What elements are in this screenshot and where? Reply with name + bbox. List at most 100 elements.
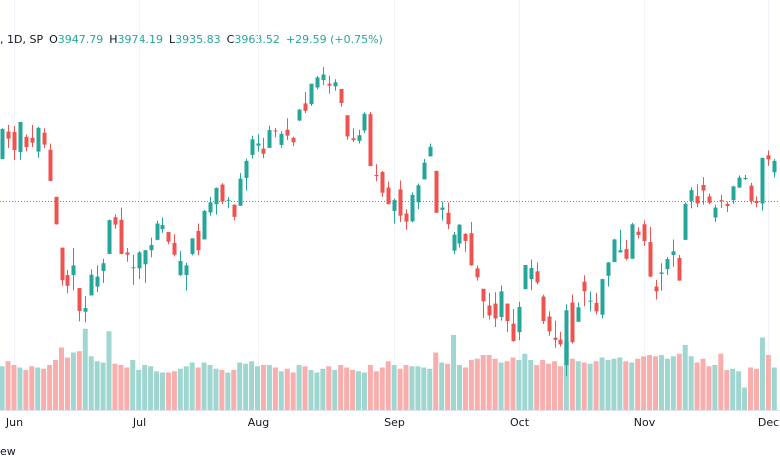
candle-body: [36, 127, 41, 152]
candle-body: [469, 233, 474, 266]
candle-body: [107, 220, 112, 254]
volume-bar: [64, 357, 70, 410]
candle-body: [386, 187, 391, 205]
candle-body: [594, 302, 599, 312]
candle-body: [671, 251, 676, 256]
candle-body: [517, 306, 522, 333]
volume-bar: [0, 366, 5, 410]
candle-body: [416, 185, 421, 203]
candle-body: [665, 259, 670, 270]
volume-bar: [765, 355, 771, 410]
volume-bar: [736, 371, 742, 410]
candle-body: [77, 288, 82, 312]
candle-body: [654, 286, 659, 292]
candle-body: [737, 177, 742, 188]
candle-body: [273, 130, 278, 132]
volume-bar: [165, 372, 171, 410]
volume-bar: [569, 358, 575, 410]
volume-bars: [0, 328, 777, 410]
candle-body: [333, 82, 338, 87]
candle-body: [214, 187, 219, 205]
candle-body: [6, 131, 11, 139]
volume-bar: [225, 372, 231, 410]
candle-body: [606, 262, 611, 276]
volume-bar: [635, 358, 641, 410]
candle-body: [83, 308, 88, 312]
volume-bar: [534, 365, 540, 410]
volume-bar: [201, 362, 207, 410]
volume-bar: [664, 358, 670, 410]
volume-bar: [213, 368, 219, 410]
volume-bar: [278, 371, 284, 410]
candle-body: [143, 250, 148, 265]
candle-body: [315, 77, 320, 88]
volume-bar: [611, 358, 617, 410]
candle-body: [636, 231, 641, 236]
legend-text: C: [227, 33, 235, 46]
candle-body: [95, 276, 100, 287]
legend-text: 3935.83: [175, 33, 221, 46]
volume-bar: [290, 372, 296, 410]
volume-bar: [742, 387, 748, 410]
legend-text: H: [109, 33, 117, 46]
candle-body: [766, 155, 771, 160]
x-tick-label: Jul: [132, 416, 146, 429]
candle-body: [42, 132, 47, 145]
candle-body: [535, 271, 540, 283]
volume-bar: [41, 368, 47, 410]
volume-bar: [177, 368, 183, 410]
volume-bar: [154, 371, 160, 410]
volume-bar: [314, 372, 320, 410]
volume-bar: [17, 367, 23, 410]
volume-bar: [243, 363, 249, 410]
candle-body: [60, 247, 65, 281]
volume-bar: [106, 331, 112, 410]
candle-body: [731, 186, 736, 201]
volume-bar: [409, 366, 415, 410]
candle-body: [65, 275, 70, 286]
volume-bar: [59, 347, 64, 410]
candle-body: [683, 203, 688, 240]
candle-body: [261, 148, 266, 154]
volume-bar: [759, 337, 765, 410]
candle-body: [446, 212, 451, 225]
volume-bar: [53, 360, 59, 410]
candle-body: [149, 245, 154, 251]
volume-bar: [302, 366, 308, 410]
volume-bar: [219, 370, 225, 410]
volume-bar: [498, 362, 504, 410]
volume-bar: [486, 355, 492, 410]
candle-body: [553, 337, 558, 340]
candle-body: [452, 234, 457, 251]
volume-bar: [195, 367, 201, 410]
candle-body: [404, 213, 409, 222]
volume-bar: [623, 361, 629, 410]
candle-body: [208, 202, 213, 213]
volume-bar: [148, 366, 154, 410]
volume-bar: [171, 371, 177, 410]
volume-bar: [451, 335, 457, 410]
candle-body: [220, 184, 225, 202]
legend-text: O: [49, 33, 58, 46]
candle-body: [196, 230, 201, 251]
volume-bar: [356, 371, 361, 410]
candle-body: [582, 281, 587, 292]
candle-body: [339, 88, 344, 104]
footer-text: ew: [0, 445, 16, 458]
volume-bar: [332, 370, 338, 410]
volume-bar: [427, 368, 433, 410]
volume-bar: [718, 353, 724, 410]
candle-body: [392, 200, 397, 211]
candle-body: [529, 268, 534, 280]
volume-bar: [308, 370, 314, 410]
candle-body: [279, 133, 284, 145]
volume-bar: [88, 356, 94, 410]
candle-body: [48, 149, 53, 181]
candle-body: [624, 249, 629, 259]
volume-bar: [516, 360, 522, 410]
candle-body: [505, 303, 510, 322]
volume-bar: [183, 366, 189, 410]
candle-body: [410, 194, 415, 222]
volume-bar: [373, 371, 379, 410]
legend-text: , 1D, SP: [0, 33, 43, 46]
